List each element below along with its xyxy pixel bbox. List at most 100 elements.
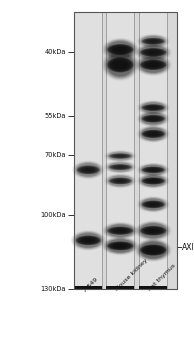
Ellipse shape [113, 154, 128, 158]
Ellipse shape [142, 165, 165, 175]
Ellipse shape [77, 236, 99, 245]
Ellipse shape [145, 39, 162, 44]
Ellipse shape [114, 166, 126, 169]
Ellipse shape [140, 175, 167, 187]
Ellipse shape [108, 152, 133, 160]
Ellipse shape [108, 242, 133, 250]
Ellipse shape [139, 126, 168, 142]
Ellipse shape [140, 175, 166, 187]
Ellipse shape [112, 178, 129, 183]
Ellipse shape [82, 238, 95, 243]
Ellipse shape [138, 240, 169, 260]
Ellipse shape [144, 116, 162, 122]
Bar [106, 286, 134, 289]
Ellipse shape [85, 239, 92, 242]
Ellipse shape [144, 178, 162, 184]
Ellipse shape [147, 202, 159, 206]
Ellipse shape [107, 57, 133, 72]
Ellipse shape [107, 41, 133, 58]
Text: A-549: A-549 [83, 276, 99, 292]
Ellipse shape [147, 168, 160, 172]
Ellipse shape [142, 198, 165, 210]
Ellipse shape [108, 44, 133, 55]
Ellipse shape [147, 39, 160, 43]
Ellipse shape [142, 201, 164, 208]
Ellipse shape [109, 176, 132, 186]
Ellipse shape [139, 101, 168, 114]
Ellipse shape [146, 105, 161, 110]
Ellipse shape [142, 130, 165, 138]
Ellipse shape [105, 238, 135, 253]
Ellipse shape [104, 223, 137, 238]
Ellipse shape [142, 128, 165, 140]
Ellipse shape [139, 174, 168, 188]
Ellipse shape [143, 167, 163, 173]
Ellipse shape [106, 175, 134, 187]
Ellipse shape [146, 116, 161, 121]
Ellipse shape [140, 223, 166, 238]
Text: Rat thymus: Rat thymus [148, 263, 177, 292]
Ellipse shape [140, 112, 167, 125]
Ellipse shape [142, 226, 165, 235]
Ellipse shape [148, 50, 159, 54]
Ellipse shape [115, 155, 125, 157]
Ellipse shape [80, 167, 97, 173]
Ellipse shape [116, 180, 125, 182]
Ellipse shape [106, 162, 134, 173]
Ellipse shape [141, 164, 165, 175]
Bar [74, 12, 102, 289]
Ellipse shape [75, 162, 102, 177]
Ellipse shape [141, 175, 165, 187]
Ellipse shape [146, 228, 161, 233]
Ellipse shape [105, 51, 136, 78]
Ellipse shape [142, 38, 165, 45]
Ellipse shape [106, 52, 135, 77]
Ellipse shape [105, 52, 135, 78]
Ellipse shape [145, 131, 162, 137]
Ellipse shape [146, 50, 161, 55]
Ellipse shape [143, 61, 164, 69]
Ellipse shape [116, 63, 124, 67]
Ellipse shape [136, 44, 170, 61]
Ellipse shape [140, 242, 166, 258]
Ellipse shape [139, 197, 167, 211]
Ellipse shape [109, 242, 132, 250]
Ellipse shape [137, 222, 170, 240]
Ellipse shape [110, 154, 130, 159]
Ellipse shape [73, 232, 103, 249]
Ellipse shape [143, 130, 163, 138]
Ellipse shape [106, 224, 135, 238]
Ellipse shape [74, 232, 103, 249]
Ellipse shape [142, 113, 165, 125]
Ellipse shape [107, 41, 134, 58]
Ellipse shape [108, 58, 133, 72]
Ellipse shape [149, 203, 158, 206]
Ellipse shape [107, 175, 133, 187]
Ellipse shape [145, 178, 162, 183]
Ellipse shape [107, 175, 134, 187]
Ellipse shape [109, 153, 131, 159]
Ellipse shape [141, 48, 165, 56]
Ellipse shape [145, 228, 162, 234]
Ellipse shape [147, 117, 160, 121]
Ellipse shape [78, 166, 98, 174]
Ellipse shape [105, 238, 136, 254]
Ellipse shape [140, 198, 166, 211]
Text: 40kDa: 40kDa [44, 49, 66, 55]
Ellipse shape [142, 167, 165, 173]
Ellipse shape [147, 50, 160, 55]
Bar [139, 286, 167, 289]
Ellipse shape [146, 168, 161, 172]
Ellipse shape [107, 224, 134, 237]
Ellipse shape [107, 239, 133, 253]
Ellipse shape [148, 229, 159, 233]
Ellipse shape [114, 61, 127, 69]
Ellipse shape [147, 202, 160, 206]
Ellipse shape [142, 60, 165, 69]
Ellipse shape [141, 127, 165, 140]
Ellipse shape [74, 162, 102, 178]
Ellipse shape [139, 56, 167, 73]
Ellipse shape [111, 154, 129, 158]
Ellipse shape [108, 162, 133, 172]
Ellipse shape [143, 201, 163, 208]
